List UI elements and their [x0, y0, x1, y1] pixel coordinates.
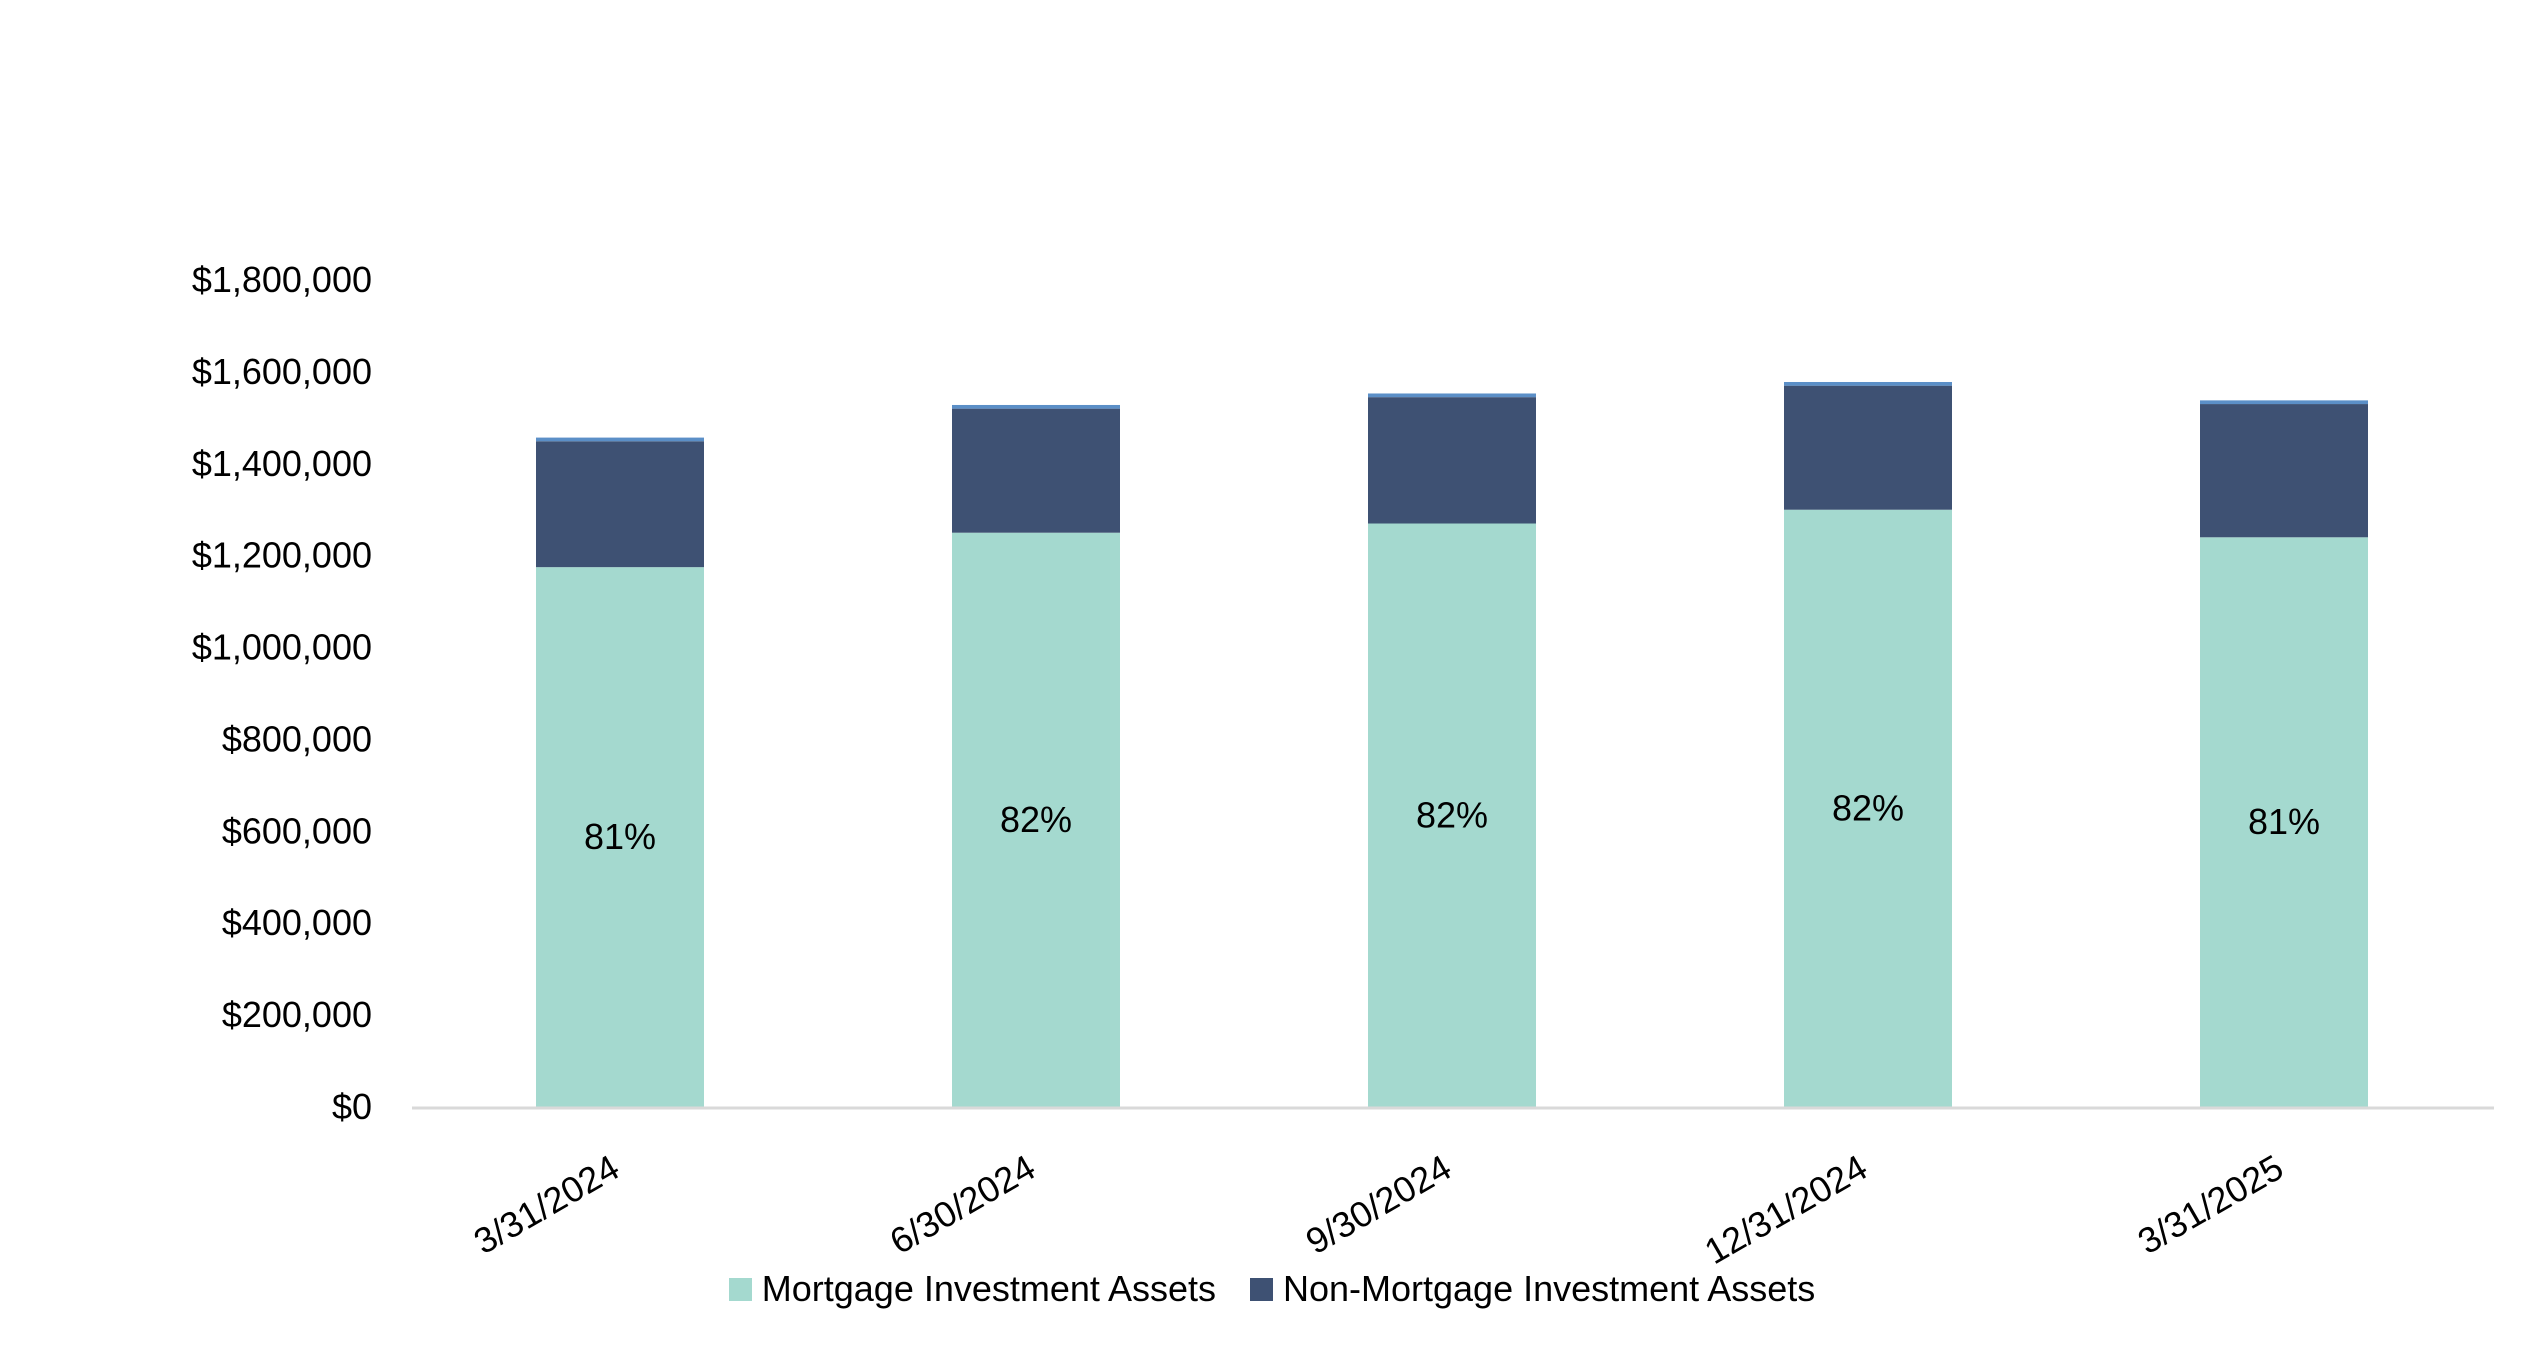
- y-tick-label: $0: [332, 1086, 372, 1127]
- data-label-3: 82%: [1832, 787, 1904, 828]
- bar-series-1-3: [1784, 385, 1952, 510]
- x-tick-label: 6/30/2024: [883, 1146, 1042, 1262]
- y-axis-ticks: $0 $200,000 $400,000 $600,000 $800,000 $1,000…: [192, 259, 372, 1127]
- y-tick-label: $1,400,000: [192, 443, 372, 484]
- legend-item-mortgage: Mortgage Investment Assets: [728, 1268, 1216, 1310]
- y-tick-label: $600,000: [222, 810, 372, 851]
- bar-series-2-2: [1368, 393, 1536, 398]
- legend-label-mortgage: Mortgage Investment Assets: [761, 1268, 1216, 1309]
- bar-series-2-4: [2200, 400, 2368, 405]
- x-tick-label: 3/31/2025: [2131, 1146, 2290, 1262]
- bar-series-0-3: [1784, 509, 1952, 1107]
- x-tick-label: 3/31/2024: [467, 1146, 626, 1262]
- legend-swatch-non-mortgage: [1249, 1277, 1273, 1301]
- bar-series-0-4: [2200, 537, 2368, 1107]
- y-tick-label: $1,200,000: [192, 535, 372, 576]
- y-tick-label: $800,000: [222, 718, 372, 759]
- x-tick-label: 12/31/2024: [1697, 1146, 1874, 1272]
- bar-series-1-2: [1368, 397, 1536, 524]
- bar-series-1-1: [952, 408, 1120, 533]
- data-label-1: 82%: [1000, 799, 1072, 840]
- data-label-0: 81%: [584, 816, 656, 857]
- bar-series-2-3: [1784, 381, 1952, 386]
- legend-swatch-mortgage: [728, 1277, 752, 1301]
- y-tick-label: $200,000: [222, 994, 372, 1035]
- legend: Mortgage Investment Assets Non-Mortgage …: [0, 1268, 2544, 1310]
- y-tick-label: $1,600,000: [192, 351, 372, 392]
- bar-series-0-2: [1368, 523, 1536, 1107]
- bar-series-2-0: [536, 437, 704, 442]
- legend-item-non-mortgage: Non-Mortgage Investment Assets: [1249, 1268, 1816, 1310]
- y-tick-label: $1,800,000: [192, 259, 372, 300]
- data-label-4: 81%: [2248, 801, 2320, 842]
- bar-series-1-0: [536, 441, 704, 568]
- x-tick-label: 9/30/2024: [1299, 1146, 1458, 1262]
- bar-series-0-0: [536, 567, 704, 1107]
- y-tick-label: $1,000,000: [192, 627, 372, 668]
- legend-label-non-mortgage: Non-Mortgage Investment Assets: [1282, 1268, 1816, 1309]
- bar-series-2-1: [952, 404, 1120, 409]
- y-tick-label: $400,000: [222, 902, 372, 943]
- data-label-2: 82%: [1416, 794, 1488, 835]
- bars-layer: [536, 381, 2368, 1107]
- bar-series-1-4: [2200, 404, 2368, 538]
- bar-series-0-1: [952, 532, 1120, 1107]
- x-axis-ticks: 3/31/2024 6/30/2024 9/30/2024 12/31/2024 3/3…: [467, 1146, 2290, 1272]
- data-labels: 81% 82% 82% 82% 81%: [584, 787, 2320, 857]
